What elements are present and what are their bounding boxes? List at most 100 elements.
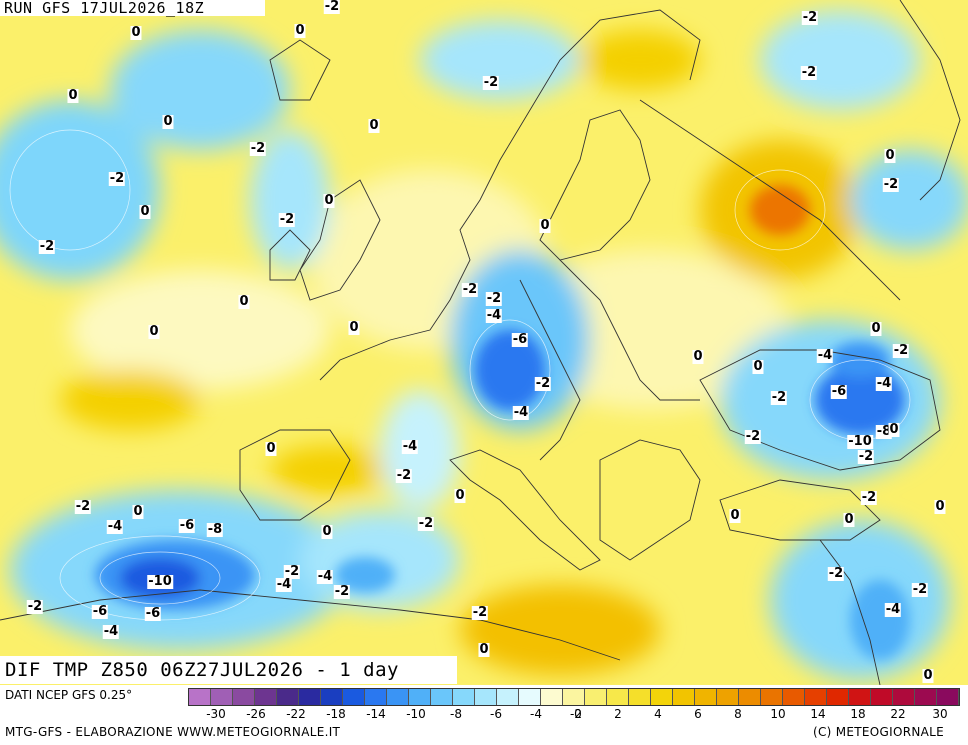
map-value-label: 0 — [884, 148, 896, 163]
color-scale-tick: 8 — [734, 707, 742, 721]
map-value-label: -4 — [512, 405, 530, 420]
color-scale-cell — [849, 689, 871, 705]
map-title: DIF TMP Z850 06Z27JUL2026 - 1 day — [0, 656, 457, 684]
run-label: RUN GFS 17JUL2026_18Z — [0, 0, 265, 16]
map-value-label: -2 — [74, 499, 92, 514]
map-value-label: -2 — [278, 212, 296, 227]
color-scale-cell — [563, 689, 585, 705]
map-value-label: 0 — [348, 320, 360, 335]
map-value-label: -4 — [275, 577, 293, 592]
map-value-label: -6 — [178, 518, 196, 533]
map-value-label: -6 — [511, 332, 529, 347]
color-scale-tick: -8 — [450, 707, 462, 721]
credits: MTG-GFS - ELABORAZIONE WWW.METEOGIORNALE… — [5, 725, 341, 739]
color-scale-tick: 14 — [810, 707, 826, 721]
map-value-label: 0 — [888, 422, 900, 437]
color-scale-cell — [739, 689, 761, 705]
map-value-label: 0 — [870, 321, 882, 336]
map-value-label: -2 — [801, 10, 819, 25]
map-value-label: 0 — [67, 88, 79, 103]
map-value-label: -2 — [882, 177, 900, 192]
map-value-label: -2 — [911, 582, 929, 597]
map-value-label: 0 — [843, 512, 855, 527]
color-scale-cell — [365, 689, 387, 705]
map-value-label: -4 — [102, 624, 120, 639]
map-value-label: 0 — [752, 359, 764, 374]
color-scale-tick: -6 — [490, 707, 502, 721]
map-value-label: -2 — [461, 282, 479, 297]
map-value-label: -2 — [827, 566, 845, 581]
map-value-label: -10 — [847, 434, 873, 449]
color-scale-tick: 2 — [614, 707, 622, 721]
color-scale-tick: 22 — [890, 707, 906, 721]
color-scale-cell — [189, 689, 211, 705]
map-value-label: -2 — [417, 516, 435, 531]
map-value-label: -6 — [144, 606, 162, 621]
temperature-anomaly-map — [0, 0, 968, 685]
color-scale-tick: 18 — [850, 707, 866, 721]
map-value-label: 0 — [132, 504, 144, 519]
map-value-label: 0 — [454, 488, 466, 503]
color-scale-cell — [607, 689, 629, 705]
color-scale-tick: -30 — [206, 707, 226, 721]
color-scale-cell — [827, 689, 849, 705]
color-scale-cell — [255, 689, 277, 705]
map-value-label: -2 — [800, 65, 818, 80]
map-value-label: -2 — [283, 564, 301, 579]
color-scale-cell — [299, 689, 321, 705]
map-value-label: 0 — [162, 114, 174, 129]
color-scale-cell — [673, 689, 695, 705]
color-scale-cell — [717, 689, 739, 705]
color-scale-cell — [805, 689, 827, 705]
map-value-label: -4 — [401, 439, 419, 454]
color-scale-cell — [519, 689, 541, 705]
color-scale-tick: 10 — [770, 707, 786, 721]
map-value-label: 0 — [368, 118, 380, 133]
color-scale-ticks: -30 -26 -22 -18 -14 -10 -8 -6 -4 -2 0 2 4 6 8 10 14 18 22 3… — [188, 707, 968, 723]
map-value-label: 0 — [148, 324, 160, 339]
data-source: DATI NCEP GFS 0.25° — [5, 688, 133, 702]
map-value-label: 0 — [692, 349, 704, 364]
map-value-label: -2 — [892, 343, 910, 358]
color-scale-cell — [497, 689, 519, 705]
map-value-label: 0 — [934, 499, 946, 514]
color-scale-cell — [343, 689, 365, 705]
map-value-label: 0 — [238, 294, 250, 309]
color-scale-tick: -18 — [326, 707, 346, 721]
color-scale-tick: -26 — [246, 707, 266, 721]
color-scale-cell — [651, 689, 673, 705]
color-scale-cell — [893, 689, 915, 705]
map-value-label: 0 — [139, 204, 151, 219]
map-value-label: -2 — [485, 291, 503, 306]
color-scale-tick: -2 — [570, 707, 582, 721]
map-value-label: -2 — [860, 490, 878, 505]
color-scale-cell — [585, 689, 607, 705]
color-scale-cell — [409, 689, 431, 705]
color-scale-tick: 6 — [694, 707, 702, 721]
map-value-label: -2 — [38, 239, 56, 254]
map-value-label: -8 — [875, 424, 893, 439]
color-scale-cell — [915, 689, 937, 705]
color-scale-bar — [188, 688, 960, 706]
color-scale-tick: -10 — [406, 707, 426, 721]
map-value-label: -2 — [249, 141, 267, 156]
map-value-label: -2 — [770, 390, 788, 405]
color-scale-cell — [431, 689, 453, 705]
color-scale-tick: 0 — [574, 707, 582, 721]
map-value-label: -4 — [485, 308, 503, 323]
color-scale-cell — [453, 689, 475, 705]
map-value-label: -2 — [744, 429, 762, 444]
color-scale-cell — [233, 689, 255, 705]
map-value-label: -6 — [830, 384, 848, 399]
legend-footer: DATI NCEP GFS 0.25° -30 -26 -22 -18 -14 -10 -8… — [0, 685, 968, 745]
map-value-label: -2 — [26, 599, 44, 614]
map-value-label: 0 — [265, 441, 277, 456]
map-value-label: 0 — [321, 524, 333, 539]
map-value-label: 0 — [729, 508, 741, 523]
color-scale-cell — [541, 689, 563, 705]
color-scale-cell — [387, 689, 409, 705]
color-scale-cell — [761, 689, 783, 705]
map-value-label: 0 — [922, 668, 934, 683]
color-scale-cell — [937, 689, 959, 705]
map-value-label: -2 — [395, 468, 413, 483]
